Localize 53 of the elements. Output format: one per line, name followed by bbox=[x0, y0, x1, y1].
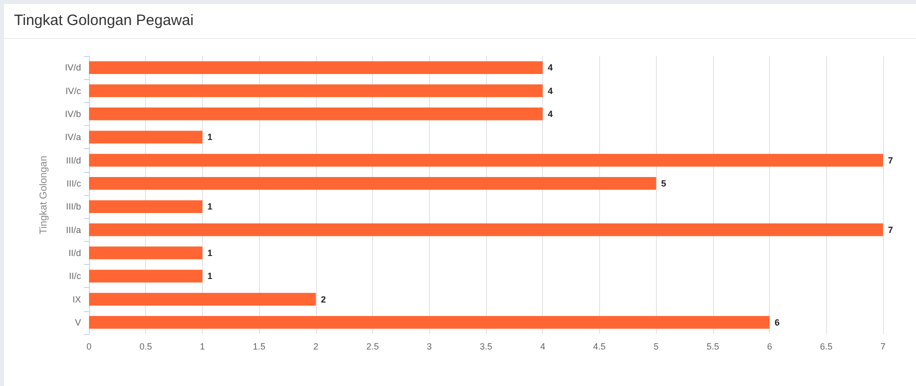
data-label: 1 bbox=[207, 132, 212, 142]
x-tick-label: 2.5 bbox=[366, 342, 379, 352]
data-label: 4 bbox=[548, 108, 553, 119]
y-tick-label: III/a bbox=[66, 224, 81, 235]
bar bbox=[89, 61, 543, 74]
y-tick-label: IX bbox=[72, 294, 81, 304]
x-tick-label: 1 bbox=[200, 342, 205, 352]
x-tick-label: 6 bbox=[767, 342, 772, 352]
y-tick-label: III/b bbox=[66, 202, 81, 212]
y-tick-label: III/c bbox=[66, 178, 82, 188]
x-tick-label: 1.5 bbox=[252, 342, 266, 352]
data-label: 5 bbox=[661, 178, 666, 188]
x-tick-label: 3.5 bbox=[480, 342, 492, 352]
x-tick-label: 5.5 bbox=[706, 342, 720, 352]
bar bbox=[89, 246, 202, 260]
bar bbox=[89, 223, 883, 236]
data-label: 1 bbox=[207, 248, 212, 258]
x-tick-label: 7 bbox=[880, 342, 886, 352]
y-tick-label: III/d bbox=[66, 155, 81, 166]
x-tick-label: 4.5 bbox=[593, 342, 606, 352]
data-label: 1 bbox=[207, 202, 212, 212]
data-label: 4 bbox=[548, 62, 553, 73]
x-tick-label: 0.5 bbox=[139, 342, 152, 352]
bar bbox=[89, 108, 543, 120]
data-label: 4 bbox=[548, 86, 553, 96]
bar bbox=[89, 292, 316, 306]
x-tick-label: 6.5 bbox=[820, 342, 833, 352]
bar bbox=[89, 177, 656, 190]
y-tick-label: IV/d bbox=[64, 62, 81, 73]
data-label: 7 bbox=[888, 155, 894, 166]
bar bbox=[89, 130, 202, 144]
y-axis-title: Tingkat Golongan bbox=[38, 156, 50, 234]
y-tick-label: II/d bbox=[68, 248, 81, 258]
data-label: 2 bbox=[320, 294, 326, 304]
data-label: 6 bbox=[774, 317, 780, 328]
y-tick-label: IV/c bbox=[65, 86, 82, 96]
bar bbox=[89, 316, 770, 329]
bar bbox=[89, 200, 202, 213]
data-label: 1 bbox=[207, 271, 212, 282]
y-tick-label: II/c bbox=[68, 271, 82, 282]
data-label: 7 bbox=[888, 224, 894, 235]
x-tick-label: 0 bbox=[86, 342, 92, 352]
x-tick-label: 4 bbox=[540, 342, 546, 352]
bar bbox=[89, 84, 543, 98]
bar bbox=[89, 154, 883, 167]
bar bbox=[89, 270, 202, 282]
y-tick-label: IV/a bbox=[64, 132, 81, 142]
y-tick-label: V bbox=[74, 317, 81, 328]
chart-title: Tingkat Golongan Pegawai bbox=[14, 12, 194, 29]
x-tick-label: 2 bbox=[313, 342, 318, 352]
x-tick-label: 3 bbox=[426, 342, 432, 352]
x-tick-label: 5 bbox=[654, 342, 659, 352]
y-tick-label: IV/b bbox=[64, 108, 81, 119]
